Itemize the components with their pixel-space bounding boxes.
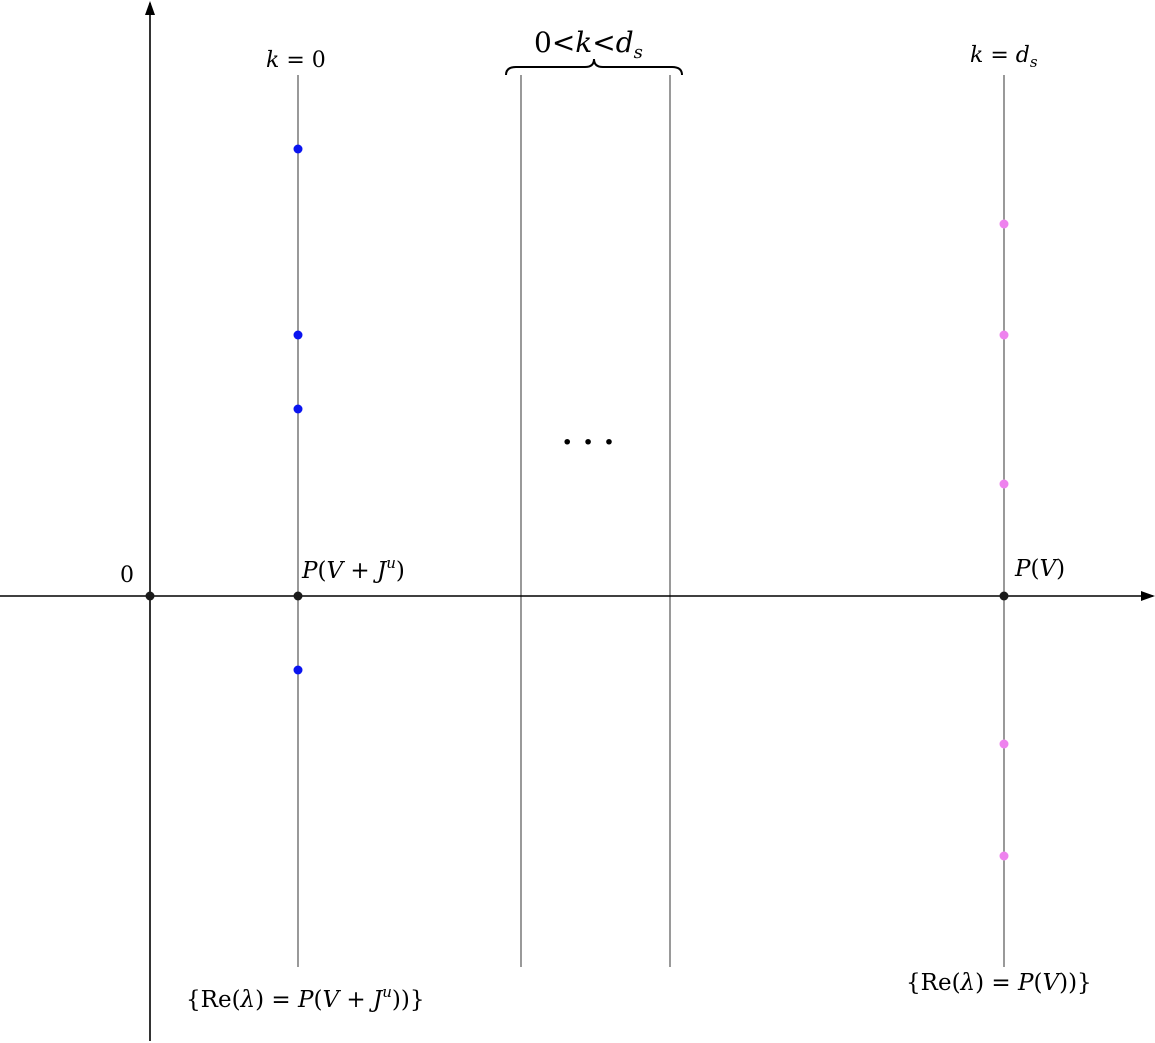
p-v-point [999,591,1009,601]
blue-point [293,665,303,675]
p-v-ju-point [293,591,303,601]
bottom-right-label: {Re(λ) = P(V))} [906,970,1092,996]
pink-point [999,739,1009,749]
bottom-left-label: {Re(λ) = P(V + Ju))} [186,983,425,1013]
pink-points [999,219,1009,861]
axis-points [145,591,1009,601]
origin-label: 0 [120,563,134,588]
ellipsis: · · · [562,425,614,460]
k-ds-label: k = ds [970,43,1038,71]
blue-point [293,144,303,154]
p-v-ju-label: P(V + Ju) [301,554,405,584]
blue-point [293,404,303,414]
blue-point [293,330,303,340]
blue-points [293,144,303,675]
k-range-label: 0<k<ds [534,26,643,63]
pink-point [999,330,1009,340]
pink-point [999,219,1009,229]
pink-point [999,479,1009,489]
k-zero-label: k = 0 [266,48,326,73]
range-brace [505,58,683,76]
p-v-label: P(V) [1014,556,1065,582]
origin-point [145,591,155,601]
pink-point [999,851,1009,861]
